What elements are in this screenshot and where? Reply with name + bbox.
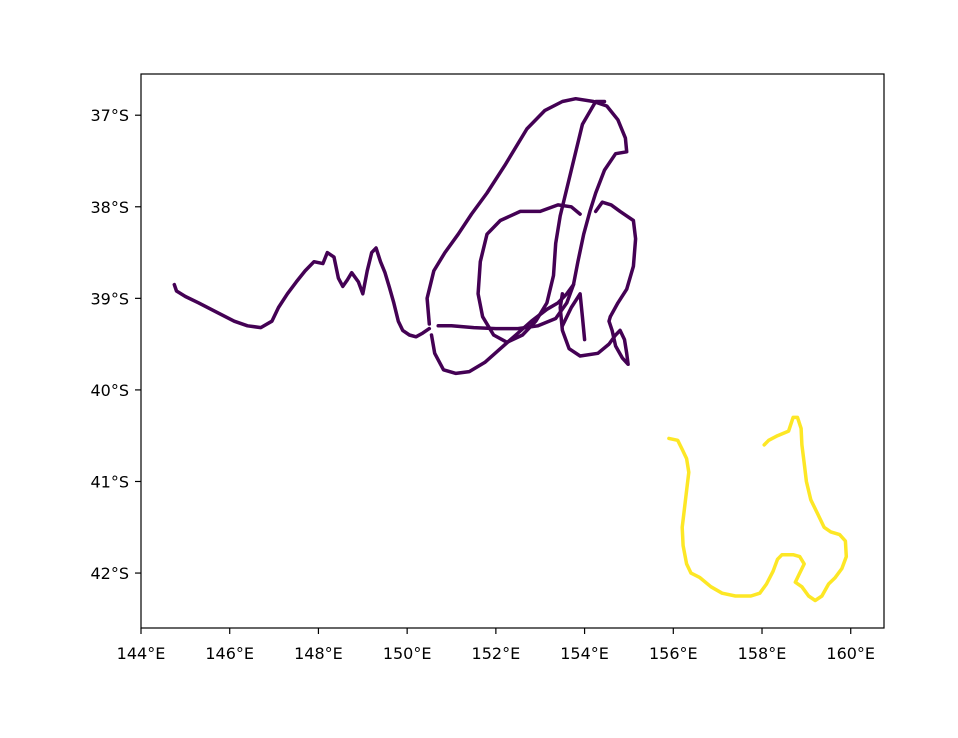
x-axis: 144°E 146°E 148°E 150°E 152°E 154°E 156°E 158°E… [117, 628, 875, 663]
axes-frame [140, 73, 885, 629]
track-series-1-segment-3 [429, 282, 576, 376]
track-series-1-segment-5 [593, 200, 638, 319]
y-tick-label: 40°S [90, 381, 129, 400]
track-series-1-segment-1 [172, 246, 432, 339]
x-tick-label: 152°E [472, 644, 521, 663]
track-series-1-segment-6 [476, 99, 607, 345]
track-lines [172, 96, 849, 603]
track-series-1-segment-7 [560, 292, 587, 342]
y-tick-label: 41°S [90, 472, 129, 491]
y-tick-label: 39°S [90, 289, 129, 308]
x-tick-label: 148°E [294, 644, 343, 663]
x-tick-label: 146°E [205, 644, 254, 663]
track-series-2-segment-1 [667, 415, 849, 603]
track-series-1-segment-4 [558, 292, 630, 367]
x-tick-label: 158°E [738, 644, 787, 663]
y-tick-label: 37°S [90, 106, 129, 125]
x-tick-label: 154°E [560, 644, 609, 663]
x-tick-label: 144°E [117, 644, 166, 663]
x-tick-label: 156°E [649, 644, 698, 663]
x-tick-label: 150°E [383, 644, 432, 663]
y-tick-label: 42°S [90, 564, 129, 583]
y-tick-label: 38°S [90, 198, 129, 217]
y-axis: 37°S 38°S 39°S 40°S 41°S 42°S [90, 106, 141, 583]
x-tick-label: 160°E [826, 644, 875, 663]
track-series-1-segment-2 [425, 96, 629, 331]
